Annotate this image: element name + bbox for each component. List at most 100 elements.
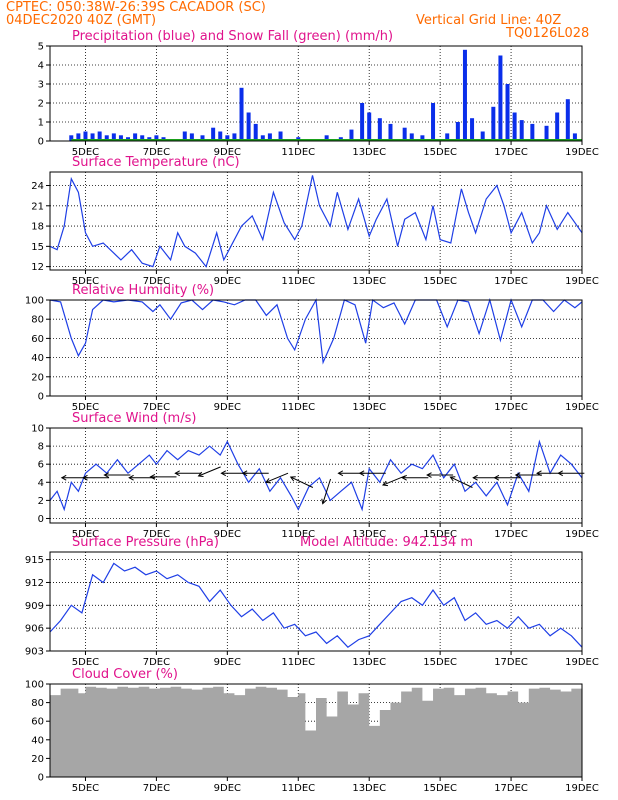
precip-bar xyxy=(253,123,258,141)
wind-arrow xyxy=(450,476,473,488)
precip-bar xyxy=(555,112,560,141)
precip-bar xyxy=(260,135,265,141)
cloud-area xyxy=(50,686,582,777)
humidity-xtick-label: 19DEC xyxy=(565,402,599,413)
pressure-xtick-label: 19DEC xyxy=(565,657,599,668)
cloud-xtick-label: 9DEC xyxy=(214,783,241,794)
precip-bar xyxy=(498,55,503,141)
wind-arrow-head xyxy=(128,474,134,481)
wind-ytick-label: 2 xyxy=(38,496,44,507)
temperature-xtick-label: 19DEC xyxy=(565,276,599,287)
precip-ytick-label: 4 xyxy=(38,61,44,72)
wind-arrow-head xyxy=(82,474,88,481)
wind-arrow-head xyxy=(220,470,227,477)
temperature-xtick-label: 9DEC xyxy=(214,276,241,287)
precip-ytick-label: 1 xyxy=(38,118,44,129)
cloud-ytick-label: 0 xyxy=(38,773,44,784)
wind-line xyxy=(49,439,583,512)
wind-arrow-head xyxy=(401,474,407,481)
pressure-title: Surface Pressure (hPa) xyxy=(72,535,219,550)
precip-bar xyxy=(118,135,123,141)
precip-bar xyxy=(445,133,450,141)
precip-bar xyxy=(455,122,460,141)
pressure-xtick-label: 13DEC xyxy=(352,657,386,668)
wind-arrow-head xyxy=(197,471,204,478)
pressure-xtick-label: 11DEC xyxy=(281,657,315,668)
wind-arrow-head xyxy=(493,474,500,481)
cloud-title: Cloud Cover (%) xyxy=(72,667,178,682)
temperature-ytick-label: 12 xyxy=(31,262,44,273)
temperature-xtick-label: 5DEC xyxy=(72,276,99,287)
precip-bar xyxy=(377,118,382,141)
header-model-id: TQ0126L028 xyxy=(506,26,590,41)
precip-bar xyxy=(544,125,549,141)
wind-arrow-head xyxy=(382,480,389,487)
humidity-xtick-label: 9DEC xyxy=(214,402,241,413)
precip-bar xyxy=(76,133,81,141)
precip-bar xyxy=(512,112,517,141)
wind-arrow-head xyxy=(264,478,271,484)
humidity-ytick-label: 40 xyxy=(31,353,44,364)
precip-bar xyxy=(140,135,145,141)
cloud-xtick-label: 17DEC xyxy=(494,783,528,794)
wind-arrow-head xyxy=(536,470,542,477)
wind-ytick-label: 8 xyxy=(38,442,44,453)
precip-bar xyxy=(211,127,216,141)
precip-bar xyxy=(267,133,272,141)
header-date: 04DEC2020 40Z (GMT) xyxy=(6,13,157,28)
header-station: CPTEC: 050:38W-26:39S CACADOR (SC) xyxy=(6,0,266,15)
wind-xtick-label: 17DEC xyxy=(494,529,528,540)
precip-bar xyxy=(154,135,159,141)
precip-ytick-label: 2 xyxy=(38,99,44,110)
cloud-xtick-label: 11DEC xyxy=(281,783,315,794)
precip-xtick-label: 5DEC xyxy=(72,147,99,158)
humidity-ytick-label: 80 xyxy=(31,315,44,326)
humidity-xtick-label: 15DEC xyxy=(423,402,457,413)
temperature-xtick-label: 13DEC xyxy=(352,276,386,287)
wind-arrow xyxy=(265,472,289,483)
pressure-xtick-label: 15DEC xyxy=(423,657,457,668)
precip-bar xyxy=(530,123,535,141)
wind-arrow-head xyxy=(103,472,110,478)
temperature-xtick-label: 7DEC xyxy=(143,276,170,287)
cloud-ytick-label: 80 xyxy=(31,698,44,709)
cloud-xtick-label: 7DEC xyxy=(143,783,170,794)
humidity-frame xyxy=(49,299,583,397)
precip-bar xyxy=(431,103,436,141)
precip-bar xyxy=(189,133,194,141)
precip-xtick-label: 13DEC xyxy=(352,147,386,158)
pressure-xtick-label: 5DEC xyxy=(72,657,99,668)
temperature-xtick-label: 11DEC xyxy=(281,276,315,287)
pressure-ytick-label: 909 xyxy=(25,601,44,612)
cloud-ytick-label: 60 xyxy=(31,717,44,728)
wind-xtick-label: 13DEC xyxy=(352,529,386,540)
wind-arrow-head xyxy=(514,472,521,478)
wind-arrow-head xyxy=(337,470,344,477)
precip-bar xyxy=(239,87,244,141)
precip-title: Precipitation (blue) and Snow Fall (gree… xyxy=(72,29,393,44)
precip-bar xyxy=(200,135,205,141)
precip-xtick-label: 19DEC xyxy=(565,147,599,158)
wind-xtick-label: 11DEC xyxy=(281,529,315,540)
precip-bar xyxy=(420,135,425,141)
humidity-xtick-label: 13DEC xyxy=(352,402,386,413)
wind-arrow-head xyxy=(174,470,180,477)
wind-arrow xyxy=(290,476,314,488)
humidity-title: Relative Humidity (%) xyxy=(72,283,214,298)
precip-bar xyxy=(218,131,223,141)
wind-ytick-label: 10 xyxy=(31,424,44,435)
humidity-xtick-label: 17DEC xyxy=(494,402,528,413)
humidity-ytick-label: 100 xyxy=(25,296,44,307)
temperature-xtick-label: 17DEC xyxy=(494,276,528,287)
precip-bar xyxy=(491,106,496,141)
wind-xtick-label: 7DEC xyxy=(143,529,170,540)
precip-xtick-label: 15DEC xyxy=(423,147,457,158)
temperature-line xyxy=(49,175,583,268)
precip-bar xyxy=(232,133,237,141)
wind-arrow-head xyxy=(149,474,156,480)
precip-xtick-label: 11DEC xyxy=(281,147,315,158)
humidity-xtick-label: 7DEC xyxy=(143,402,170,413)
pressure-ytick-label: 906 xyxy=(25,624,44,635)
cloud-xtick-label: 13DEC xyxy=(352,783,386,794)
